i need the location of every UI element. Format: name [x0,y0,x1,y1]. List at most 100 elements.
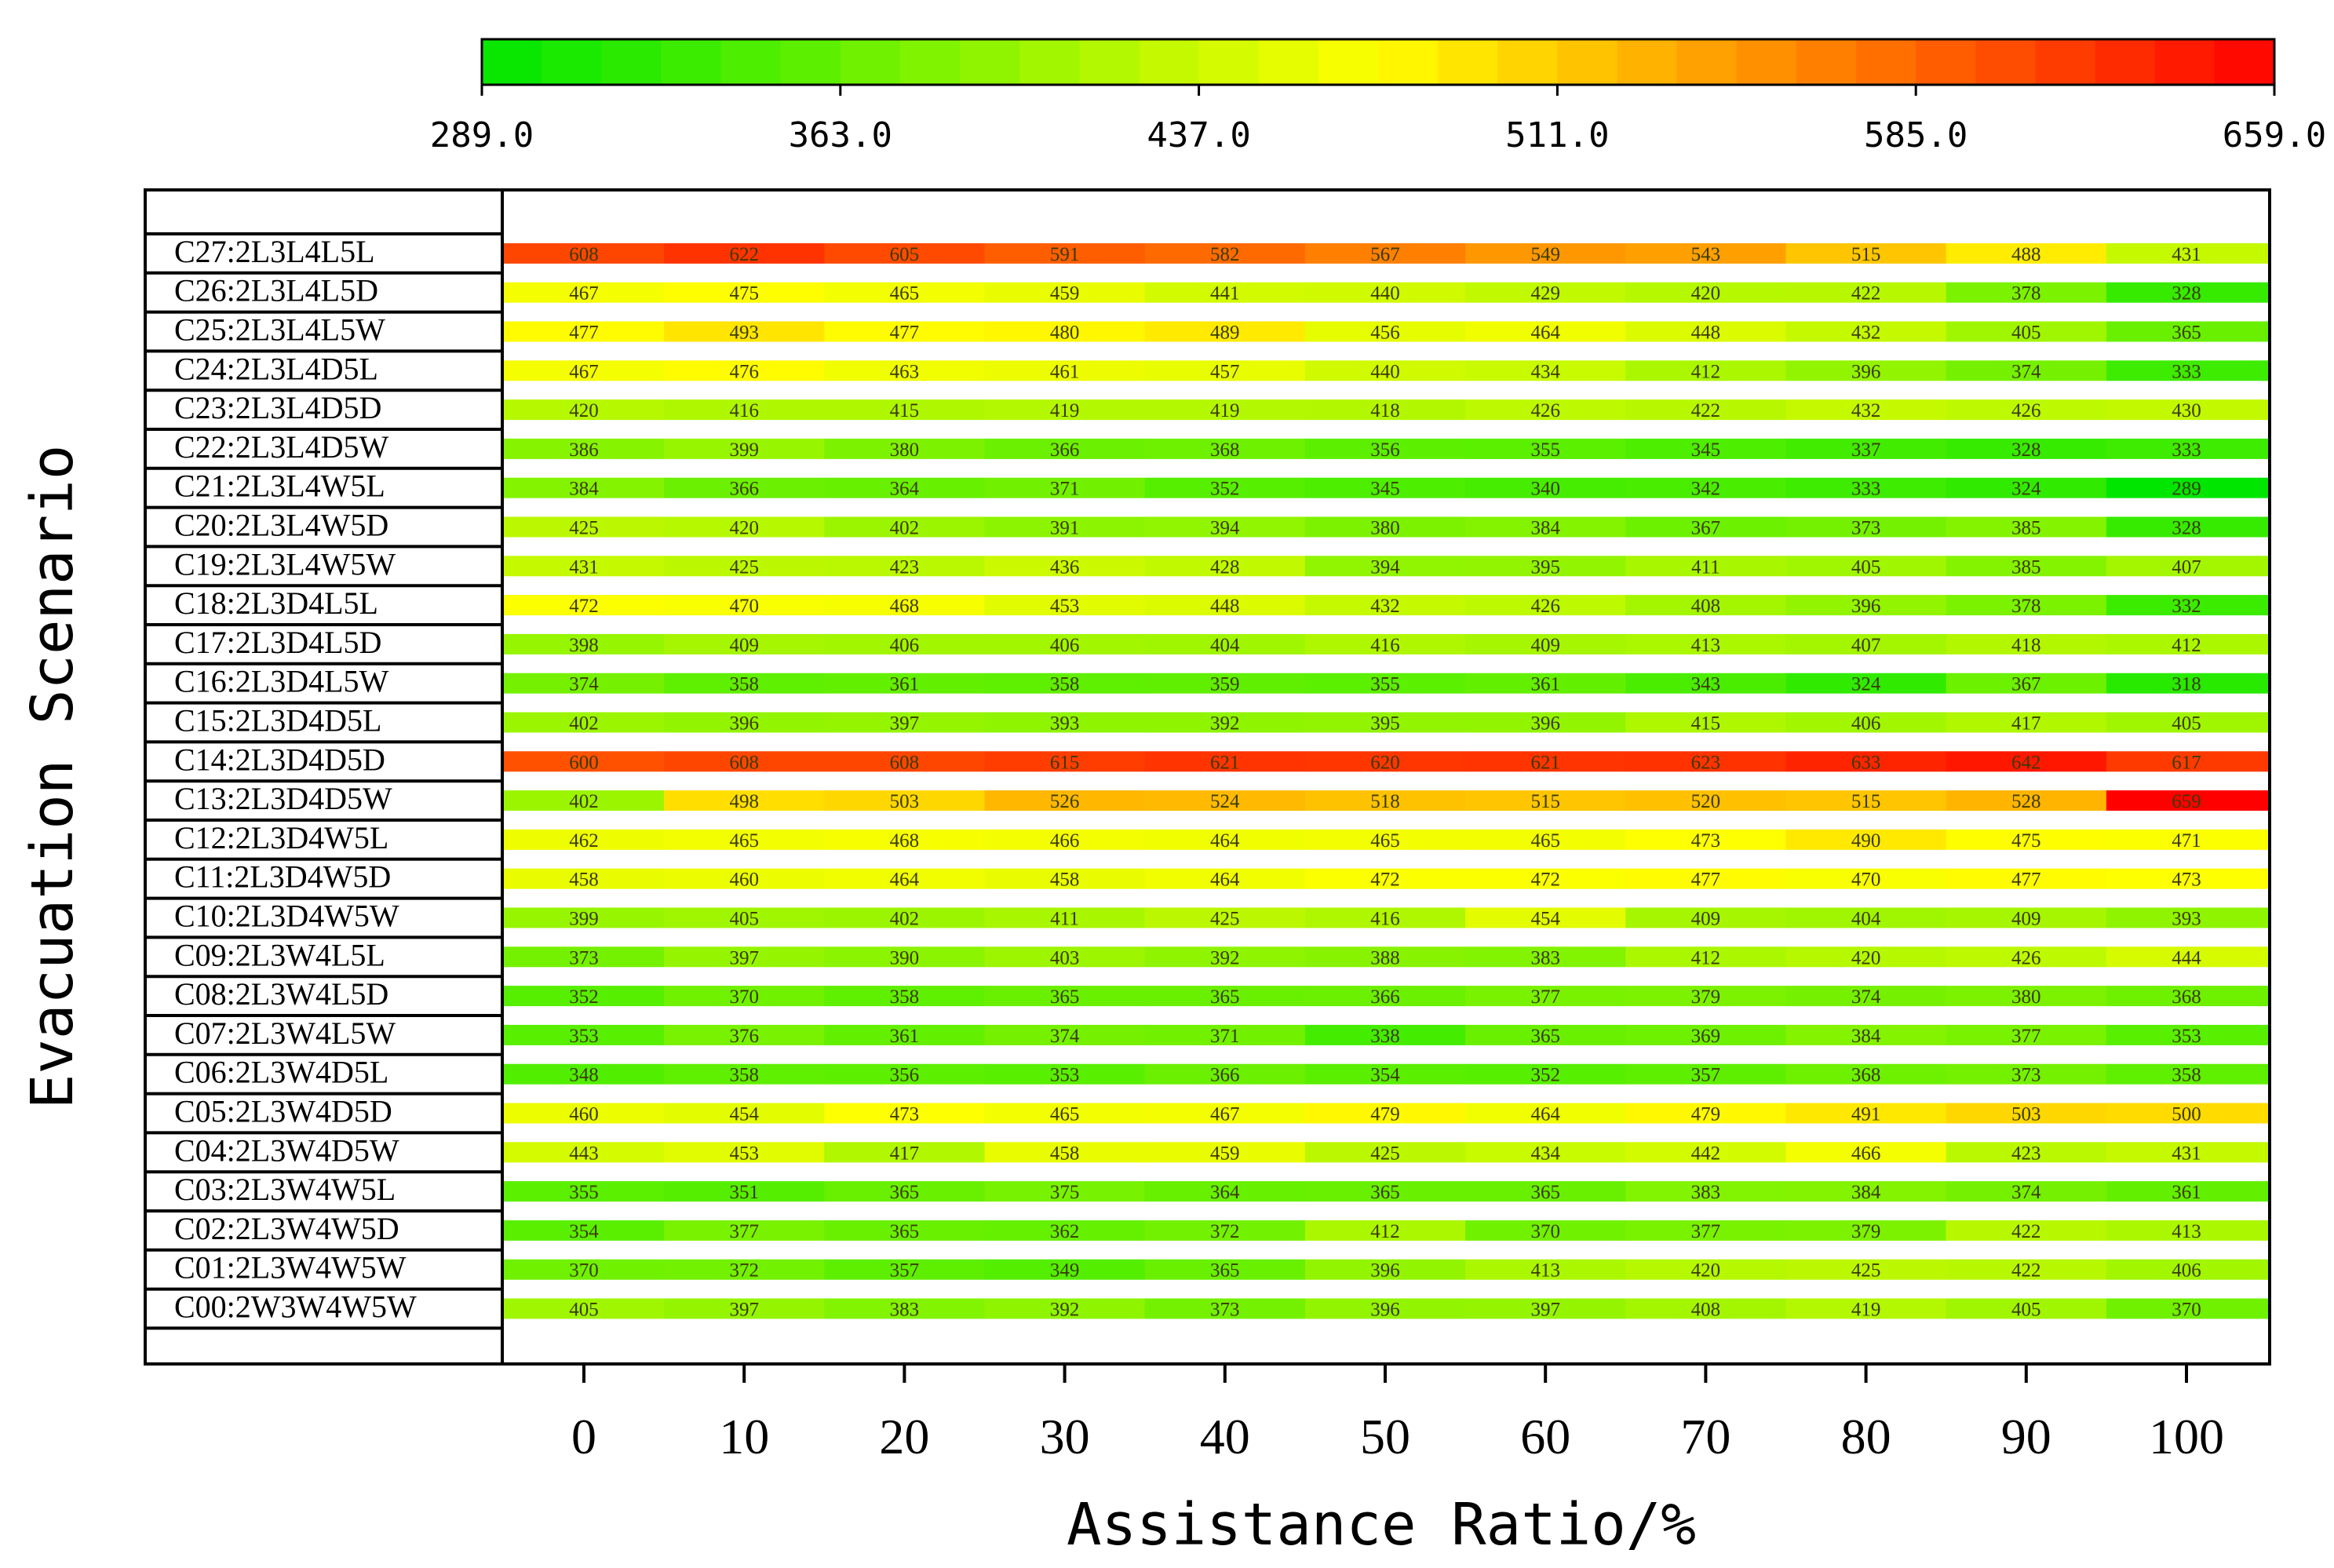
heatmap-cell [984,790,1146,811]
cell-value-label: 388 [1370,947,1400,968]
cell-value-label: 404 [1851,909,1881,930]
cell-value-label: 448 [1691,323,1721,344]
heatmap-cell [1144,790,1306,811]
cell-value-label: 426 [2011,400,2041,421]
cell-value-label: 396 [729,713,759,735]
cell-value-label: 463 [890,361,920,382]
cell-value-label: 384 [1530,518,1560,539]
heatmap-cell [664,907,825,928]
heatmap-cell [1946,868,2107,889]
heatmap-cell [984,242,1146,264]
row-label: C02:2L3W4W5D [174,1211,399,1246]
cell-value-label: 415 [890,400,920,421]
cell-value-label: 617 [2172,752,2201,773]
cell-value-label: 412 [1691,361,1721,382]
heatmap-cell [1785,673,1947,694]
cell-value-label: 358 [729,674,759,695]
heatmap-cell [1785,282,1947,303]
cell-value-label: 464 [1530,1104,1560,1125]
heatmap-cell [1144,321,1306,342]
heatmap-cell [1625,438,1787,459]
x-tick-label: 0 [571,1409,596,1464]
heatmap-cell [1144,1220,1306,1241]
x-tick-label: 10 [719,1409,769,1464]
cell-value-label: 600 [569,752,599,773]
heatmap-cell [504,946,665,968]
cell-value-label: 373 [1851,518,1881,539]
heatmap-cell [1625,1259,1787,1280]
cell-value-label: 374 [2011,1182,2041,1203]
colorbar-segment [720,39,782,85]
cell-value-label: 620 [1370,752,1400,773]
heatmap-cell [1465,1024,1626,1045]
cell-value-label: 465 [1370,830,1400,851]
heatmap-cell [504,673,665,694]
heatmap-cell [1465,1063,1626,1085]
cell-value-label: 365 [1530,1026,1560,1047]
heatmap-cell [1304,790,1466,811]
cell-value-label: 454 [1530,909,1560,930]
cell-value-label: 413 [2172,1221,2201,1242]
cell-value-label: 408 [1691,1300,1721,1321]
heatmap-cell [1465,907,1626,928]
heatmap-cell [1304,1259,1466,1280]
heatmap-cell [504,1063,665,1085]
colorbar-segment [1378,39,1439,85]
heatmap-cell [824,360,986,381]
heatmap-cell [1625,516,1787,538]
row-label: C09:2L3W4L5L [174,937,385,972]
cell-value-label: 332 [2172,596,2201,617]
heatmap-cell [664,1103,825,1124]
heatmap-cell [824,399,986,421]
heatmap-cell [504,399,665,421]
cell-value-label: 365 [2172,323,2201,344]
cell-value-label: 402 [890,518,920,539]
cell-value-label: 456 [1370,323,1400,344]
heatmap-cell [1304,477,1466,498]
cell-value-label: 365 [1210,1260,1240,1282]
cell-value-label: 362 [1050,1221,1080,1242]
heatmap-cell [2106,751,2269,772]
cell-value-label: 386 [569,439,599,461]
cell-value-label: 498 [729,791,759,812]
heatmap-cell [1785,595,1947,616]
heatmap-cell [824,1142,986,1163]
cell-value-label: 374 [1050,1026,1080,1047]
cell-value-label: 384 [1851,1026,1881,1047]
x-tick-label: 70 [1680,1409,1730,1464]
colorbar-tick-label: 289.0 [430,115,534,155]
cell-value-label: 416 [729,400,759,421]
cell-value-label: 397 [1530,1300,1560,1321]
heatmap-cell [664,790,825,811]
colorbar-segment [2035,39,2096,85]
cell-value-label: 461 [1050,361,1080,382]
cell-value-label: 515 [1851,244,1881,265]
x-tick-label: 60 [1520,1409,1570,1464]
colorbar-segment [1975,39,2037,85]
heatmap-cell [1304,556,1466,577]
heatmap-cell [824,790,986,811]
cell-value-label: 393 [1050,713,1080,735]
cell-value-label: 419 [1050,400,1080,421]
cell-value-label: 370 [2172,1300,2201,1321]
cell-value-label: 543 [1691,244,1721,265]
cell-value-label: 659 [2172,791,2201,812]
row-labels: C27:2L3L4L5L C26:2L3L4L5D C25:2L3L4L5WC24:… [145,232,502,1330]
cell-value-label: 429 [1530,283,1560,304]
cell-value-label: 440 [1370,361,1400,382]
heatmap-cell [1625,282,1787,303]
cell-value-label: 365 [890,1182,920,1203]
heatmap-cell [1144,946,1306,968]
heatmap-cell [1465,242,1626,264]
heatmap-cell [984,986,1146,1007]
heatmap-cell [664,516,825,538]
heatmap-cell [824,829,986,850]
cell-value-label: 371 [1050,479,1080,500]
cell-value-label: 422 [1691,400,1721,421]
heatmap-cell [1304,986,1466,1007]
heatmap-cell [1304,516,1466,538]
heatmap-cell [1625,360,1787,381]
heatmap-cell [1946,242,2107,264]
heatmap-cell [664,946,825,968]
cell-value-label: 431 [569,556,599,578]
